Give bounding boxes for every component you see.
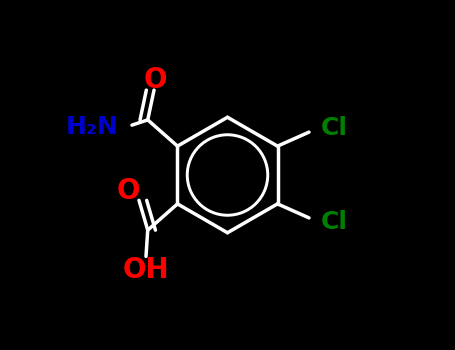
Text: O: O bbox=[144, 66, 167, 93]
Text: Cl: Cl bbox=[321, 116, 348, 140]
Text: Cl: Cl bbox=[321, 210, 348, 234]
Text: OH: OH bbox=[123, 256, 169, 284]
Text: H₂N: H₂N bbox=[66, 115, 119, 139]
Text: O: O bbox=[117, 176, 140, 204]
